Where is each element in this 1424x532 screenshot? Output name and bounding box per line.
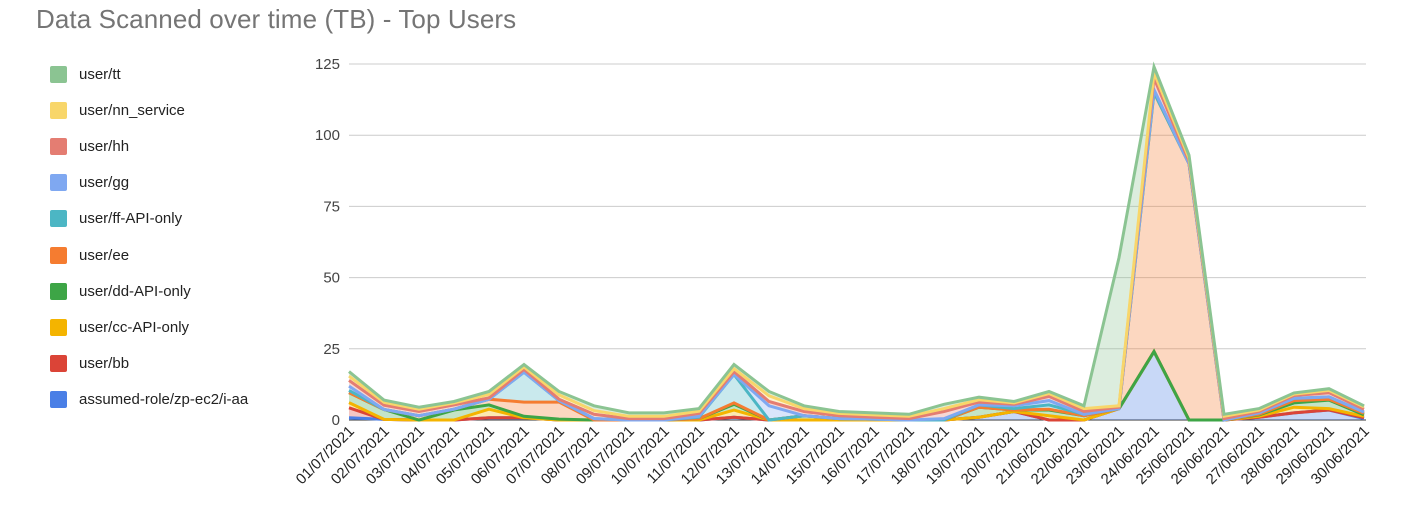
legend-item[interactable]: user/bb [50, 346, 248, 382]
legend-swatch-icon [50, 101, 67, 119]
legend-item[interactable]: user/cc-API-only [50, 309, 248, 345]
legend-swatch-icon [50, 174, 67, 192]
legend-label: user/tt [79, 65, 121, 83]
legend-item[interactable]: user/ee [50, 237, 248, 273]
legend-swatch-icon [50, 355, 67, 373]
legend-label: user/bb [79, 355, 130, 373]
legend-label: user/gg [79, 174, 130, 192]
y-tick-label: 100 [315, 127, 340, 144]
legend-item[interactable]: user/ff-API-only [50, 201, 248, 237]
legend-swatch-icon [50, 137, 67, 155]
legend-label: user/cc-API-only [79, 318, 190, 336]
legend-item[interactable]: assumed-role/zp-ec2/i-aa [50, 382, 248, 418]
legend-item[interactable]: user/nn_service [50, 92, 248, 128]
legend-item[interactable]: user/hh [50, 128, 248, 164]
legend-swatch-icon [50, 391, 67, 409]
legend-swatch-icon [50, 65, 67, 83]
legend-swatch-icon [50, 318, 67, 336]
y-tick-label: 25 [323, 341, 340, 358]
legend-swatch-icon [50, 210, 67, 228]
y-tick-label: 50 [323, 270, 340, 287]
y-tick-label: 125 [315, 56, 340, 73]
legend-label: user/ee [79, 246, 130, 264]
series-area [349, 351, 1364, 420]
series-areas [349, 66, 1364, 420]
legend-label: user/hh [79, 137, 130, 155]
x-axis: 01/07/202102/07/202103/07/202104/07/2021… [293, 423, 1373, 488]
series-area [349, 92, 1364, 420]
series-lines [348, 61, 1365, 422]
legend-item[interactable]: user/dd-API-only [50, 273, 248, 309]
y-axis: 0 25 50 75 100 125 [315, 56, 340, 429]
legend-label: user/nn_service [79, 101, 185, 119]
legend-swatch-icon [50, 246, 67, 264]
series-line [348, 61, 1365, 417]
legend-label: user/dd-API-only [79, 282, 191, 300]
series-area [349, 351, 1364, 420]
legend-swatch-icon [50, 282, 67, 300]
legend-item[interactable]: user/tt [50, 56, 248, 92]
chart-title: Data Scanned over time (TB) - Top Users [36, 4, 517, 34]
legend-label: user/ff-API-only [79, 210, 183, 228]
legend-item[interactable]: user/gg [50, 165, 248, 201]
series-area [349, 66, 1364, 417]
legend-label: assumed-role/zp-ec2/i-aa [79, 391, 249, 409]
chart-legend: user/tt user/nn_service user/hh user/gg user… [50, 56, 248, 418]
y-tick-label: 0 [332, 412, 340, 429]
y-tick-label: 75 [323, 198, 340, 215]
